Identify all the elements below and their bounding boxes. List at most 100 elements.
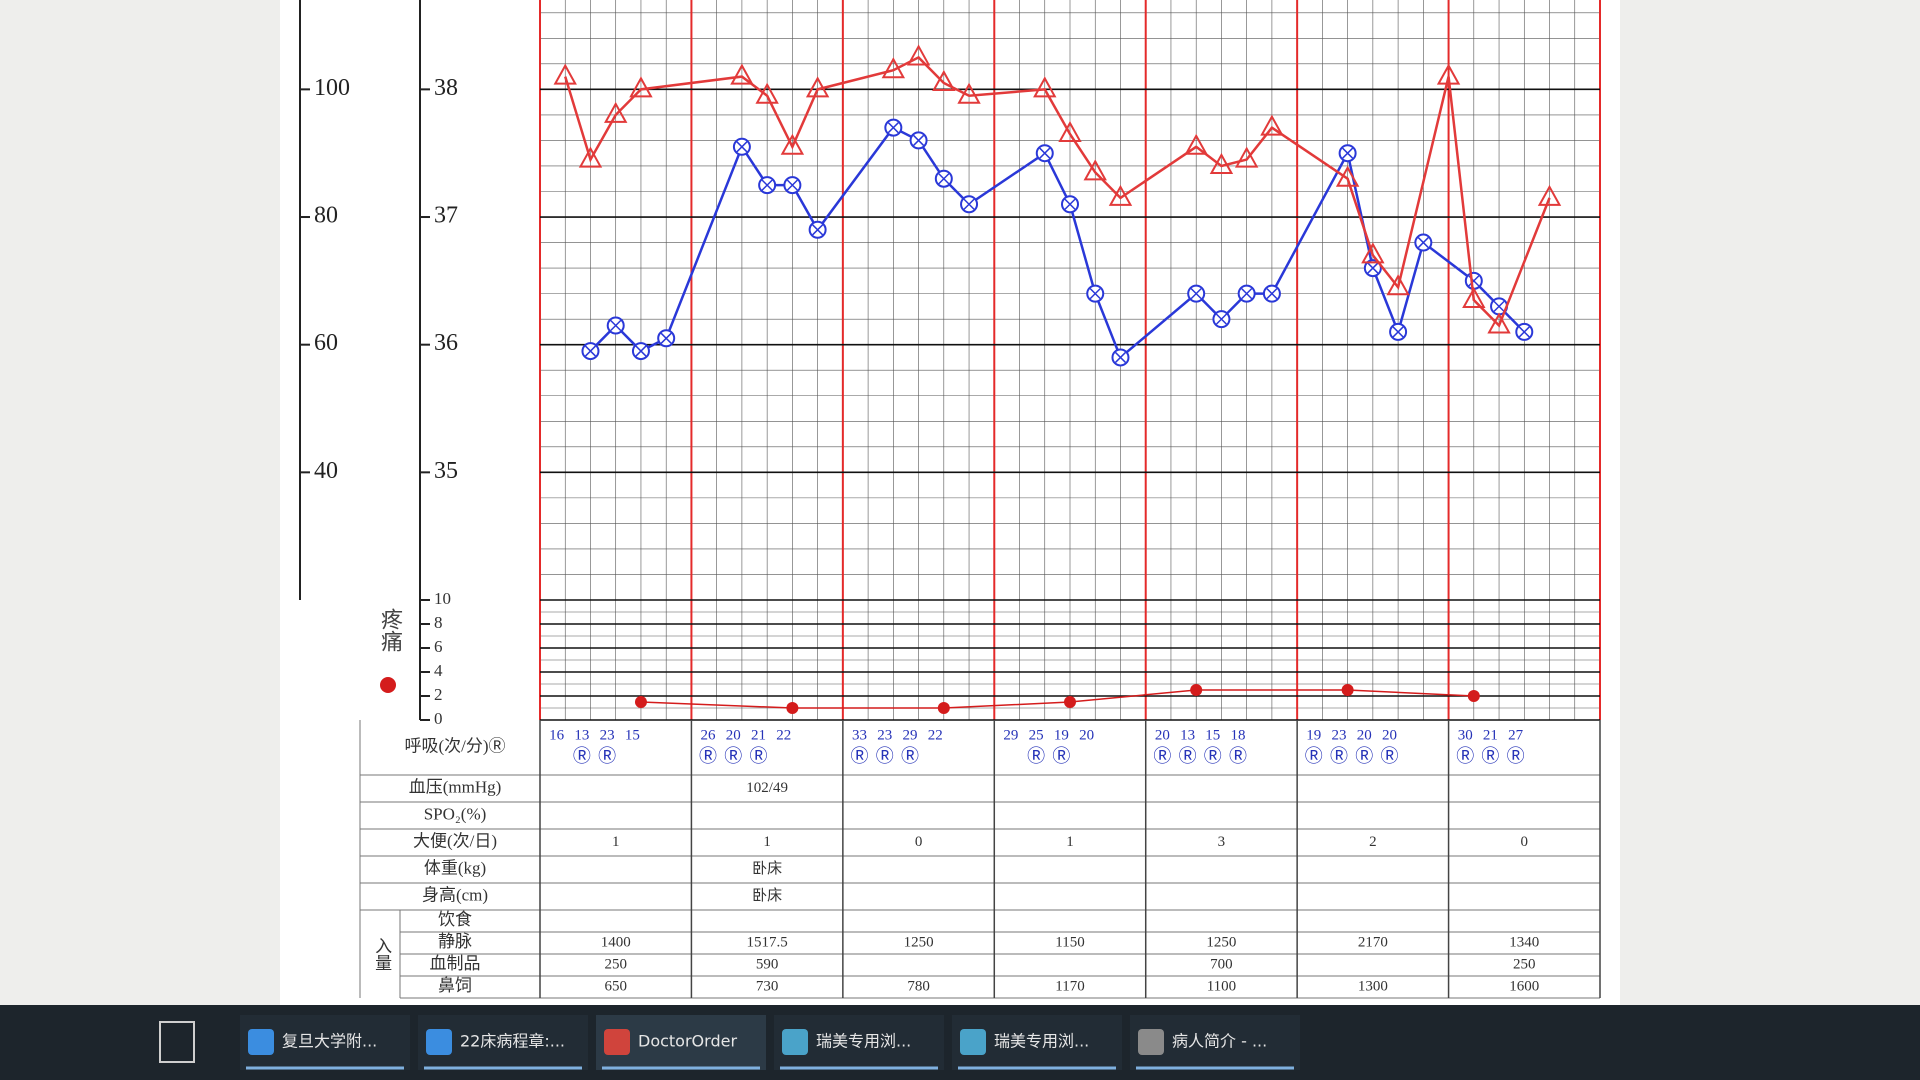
taskbar-item[interactable]: 复旦大学附... (240, 1015, 410, 1070)
ventilator-mark: Ⓡ (850, 746, 868, 766)
taskbar-item-label: DoctorOrder (638, 1032, 737, 1051)
taskbar-item[interactable]: DoctorOrder (596, 1015, 766, 1070)
data-point (581, 342, 600, 361)
cell: 1600 (1509, 978, 1539, 994)
y-tick-label: 35 (434, 458, 458, 484)
taskbar-item[interactable]: 瑞美专用浏... (952, 1015, 1122, 1070)
point-cross (812, 224, 824, 236)
row-label: 大便(次/日) (413, 831, 497, 850)
data-point (1190, 684, 1203, 696)
data-point (1462, 286, 1486, 308)
cell: 1100 (1207, 978, 1236, 994)
y-tick-label: 2 (434, 685, 443, 704)
data-point (783, 176, 802, 195)
ventilator-mark: Ⓡ (1052, 746, 1070, 766)
y2-tick-label: 100 (314, 75, 350, 101)
taskbar-item-icon (782, 1029, 808, 1055)
cell: 780 (907, 978, 930, 994)
cell: 700 (1210, 956, 1233, 972)
taskbar-item-label: 瑞美专用浏... (994, 1032, 1089, 1051)
data-point (578, 146, 603, 168)
point-cross (761, 179, 773, 191)
ventilator-mark: Ⓡ (1456, 746, 1474, 766)
data-point (1209, 152, 1234, 174)
respiration-value: 15 (625, 727, 640, 743)
data-point (1515, 322, 1534, 341)
respiration-value: 15 (1205, 727, 1220, 743)
y-tick-label: 6 (434, 637, 443, 656)
data-point (1083, 159, 1107, 181)
point-cross (1064, 198, 1076, 210)
start-button[interactable] (159, 1021, 195, 1063)
data-point (758, 176, 777, 195)
point-cross (1190, 288, 1202, 300)
data-point (957, 82, 981, 104)
respiration-value: 20 (1357, 727, 1372, 743)
data-point (553, 63, 577, 85)
point-cross (1241, 288, 1253, 300)
ventilator-mark: Ⓡ (901, 746, 919, 766)
point-cross (1114, 351, 1127, 363)
point-cross (1518, 326, 1530, 338)
cell: 250 (604, 956, 627, 972)
respiration-value: 23 (877, 727, 892, 743)
point-cross (786, 179, 798, 191)
point-cross (660, 332, 672, 344)
ventilator-mark: Ⓡ (876, 746, 894, 766)
cell: 1 (612, 834, 620, 850)
data-point (606, 316, 625, 335)
cell: 卧床 (752, 860, 782, 877)
ventilator-mark: Ⓡ (1027, 746, 1045, 766)
data-point (755, 82, 779, 104)
point-cross (610, 320, 622, 332)
data-point (1363, 259, 1382, 278)
respiration-value: 23 (600, 727, 615, 743)
taskbar-item-icon (604, 1029, 630, 1055)
data-point (1234, 146, 1259, 168)
cell: 1517.5 (747, 934, 788, 950)
row-label: 鼻饲 (438, 976, 472, 995)
y2-tick-label: 80 (314, 203, 338, 229)
ventilator-mark: Ⓡ (699, 746, 717, 766)
data-point (960, 195, 979, 214)
point-cross (635, 345, 647, 357)
y2-tick-label: 60 (314, 330, 338, 356)
y-tick-label: 38 (434, 75, 458, 101)
respiration-value: 21 (751, 727, 766, 743)
data-point (932, 69, 956, 91)
respiration-value: 33 (852, 727, 867, 743)
data-point (1035, 144, 1054, 163)
point-cross (584, 345, 597, 357)
point-cross (1342, 147, 1354, 159)
data-point (1064, 696, 1076, 708)
point-cross (963, 198, 975, 210)
y-tick-label: 36 (434, 330, 458, 356)
row-label: 血制品 (430, 954, 481, 973)
ventilator-mark: Ⓡ (1229, 746, 1247, 766)
data-point (1338, 144, 1357, 163)
taskbar-item[interactable]: 瑞美专用浏... (774, 1015, 944, 1070)
taskbar-item[interactable]: 病人简介 - ... (1130, 1015, 1300, 1070)
data-point (634, 696, 647, 708)
data-point (808, 220, 827, 239)
cell: 730 (756, 978, 779, 994)
chart-sheet (280, 0, 1620, 1005)
ventilator-mark: Ⓡ (750, 746, 768, 766)
row-label: 饮食 (438, 910, 472, 929)
cell: 2170 (1358, 934, 1388, 950)
data-point (1058, 120, 1082, 143)
data-point (732, 137, 751, 156)
data-point (1467, 690, 1480, 702)
taskbar-item[interactable]: 22床病程章:... (418, 1015, 588, 1070)
cell: 1 (1066, 834, 1074, 850)
data-point (906, 44, 931, 66)
data-point (1061, 195, 1079, 214)
data-point (1086, 284, 1105, 303)
data-point (1111, 348, 1130, 367)
ventilator-mark: Ⓡ (1380, 746, 1398, 766)
cell: 0 (1521, 834, 1529, 850)
ventilator-mark: Ⓡ (724, 746, 742, 766)
row-label: 身高(cm) (422, 885, 488, 904)
data-point (1260, 114, 1284, 136)
